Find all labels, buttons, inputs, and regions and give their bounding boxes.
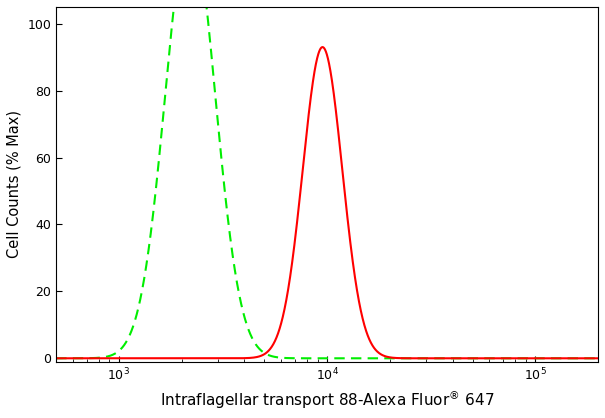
X-axis label: Intraflagellar transport 88-Alexa Fluor$^{\mathregular{\circledR}}$ 647: Intraflagellar transport 88-Alexa Fluor$… [160,389,494,411]
Y-axis label: Cell Counts (% Max): Cell Counts (% Max) [7,110,22,258]
